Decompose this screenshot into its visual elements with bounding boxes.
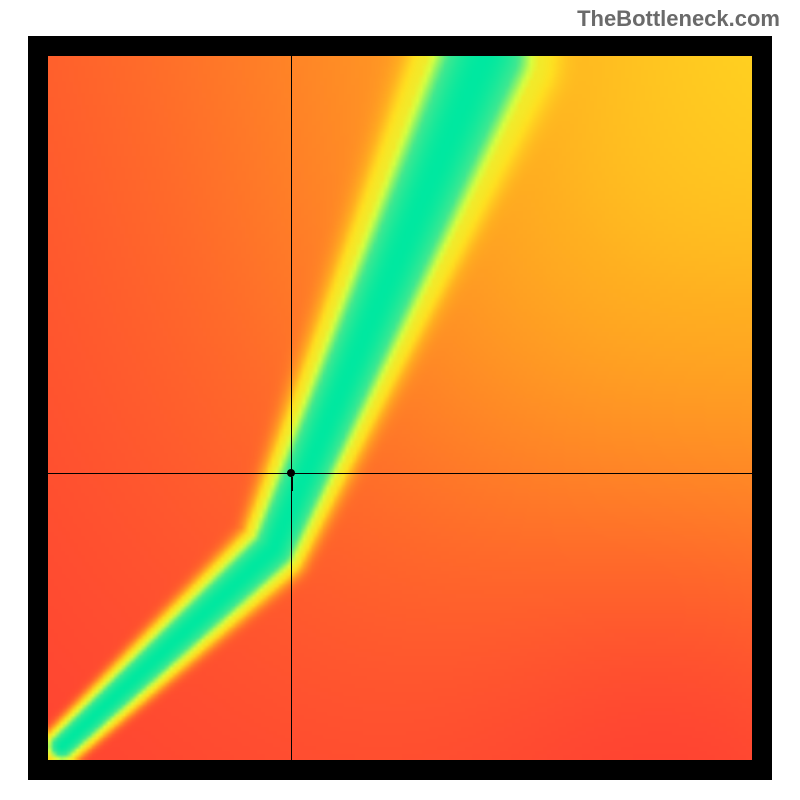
heatmap-canvas bbox=[48, 56, 752, 760]
plot-frame bbox=[28, 36, 772, 780]
crosshair-tick bbox=[291, 477, 293, 491]
watermark-text: TheBottleneck.com bbox=[577, 6, 780, 32]
crosshair-vertical bbox=[291, 56, 292, 760]
crosshair-horizontal bbox=[48, 473, 752, 474]
chart-container: TheBottleneck.com bbox=[0, 0, 800, 800]
crosshair-point bbox=[287, 469, 295, 477]
